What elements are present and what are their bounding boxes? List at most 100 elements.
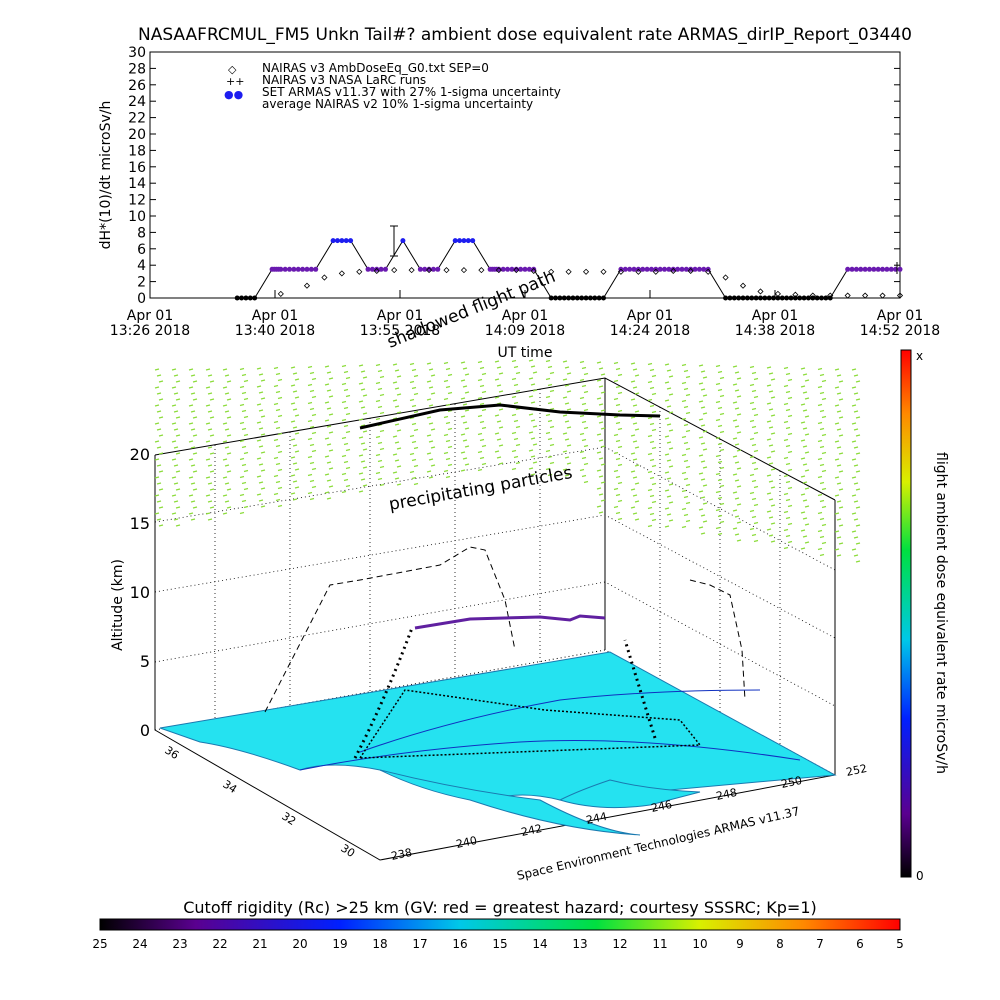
particle-dash <box>324 401 330 404</box>
particle-dash <box>649 458 655 462</box>
armas-point <box>757 295 763 301</box>
particle-dash <box>634 464 640 467</box>
y-tick-label: 6 <box>137 242 146 258</box>
particle-dash <box>632 368 638 371</box>
nairas-point <box>321 274 328 281</box>
armas-point <box>762 295 768 301</box>
particle-dash <box>851 512 857 515</box>
armas-point <box>801 295 807 301</box>
particle-dash <box>617 517 623 521</box>
particle-dash <box>681 417 687 421</box>
particle-dash <box>549 443 555 447</box>
particle-dash <box>632 512 638 515</box>
armas-point <box>234 295 240 301</box>
armas-point <box>792 295 798 301</box>
particle-dash <box>732 455 738 458</box>
particle-dash <box>838 398 844 401</box>
altitude-tick-label: 10 <box>130 583 150 602</box>
particle-dash <box>717 532 723 536</box>
particle-dash <box>243 487 249 491</box>
particle-dash <box>819 445 825 449</box>
particle-dash <box>260 451 266 454</box>
particle-dash <box>243 505 249 509</box>
particle-dash <box>445 403 451 407</box>
particle-dash <box>309 425 315 429</box>
particle-dash <box>413 464 419 468</box>
x-tick-label-line1: Apr 01 <box>502 308 548 324</box>
particle-dash <box>566 462 572 465</box>
particle-dash <box>188 476 194 479</box>
particle-dash <box>802 517 808 520</box>
particle-dash <box>498 426 504 429</box>
particle-dash <box>819 427 825 431</box>
particle-dash <box>258 481 264 484</box>
particle-dash <box>209 470 215 473</box>
particle-dash <box>292 372 298 375</box>
particle-dash <box>634 482 640 485</box>
particle-dash <box>341 436 347 440</box>
particle-dash <box>564 474 570 477</box>
particle-dash <box>734 443 740 446</box>
particle-dash <box>851 386 857 389</box>
particle-dash <box>853 374 859 377</box>
particle-dash <box>547 437 553 441</box>
armas-point <box>871 266 877 272</box>
particle-dash <box>481 390 487 394</box>
particle-dash <box>209 434 215 437</box>
particle-dash <box>715 508 721 512</box>
particle-dash <box>309 461 315 465</box>
particle-dash <box>583 480 589 484</box>
particle-dash <box>341 400 347 404</box>
particle-dash <box>632 440 638 443</box>
y-tick-label: 10 <box>128 209 146 225</box>
particle-dash <box>634 500 640 503</box>
particle-dash <box>190 482 196 485</box>
armas-point <box>382 266 388 272</box>
legend-label-larc: NAIRAS v3 NASA LaRC runs <box>262 73 426 87</box>
particle-dash <box>649 368 655 372</box>
particle-dash <box>273 456 279 460</box>
particle-dash <box>800 385 806 388</box>
particle-dash <box>770 540 776 543</box>
particle-dash <box>717 442 723 446</box>
particle-dash <box>464 373 470 376</box>
armas-point <box>308 266 314 272</box>
particle-dash <box>804 469 810 472</box>
particle-dash <box>239 439 245 443</box>
particle-dash <box>447 463 453 467</box>
rigidity-tick-label: 12 <box>612 937 627 951</box>
rigidity-tick-label: 15 <box>492 937 507 951</box>
particle-dash <box>290 456 296 459</box>
particle-dash <box>343 388 349 392</box>
particle-dash <box>428 422 434 425</box>
particle-dash <box>732 401 738 404</box>
x-tick-label-line2: 13:40 2018 <box>235 323 315 339</box>
particle-dash <box>751 497 757 501</box>
y-tick-label: 28 <box>128 61 146 77</box>
particle-dash <box>698 508 704 511</box>
particle-dash <box>292 444 298 447</box>
particle-dash <box>411 404 417 408</box>
particle-dash <box>462 421 468 424</box>
particle-dash <box>821 469 827 473</box>
particle-dash <box>309 443 315 447</box>
particle-dash <box>698 490 704 493</box>
particle-dash <box>596 361 602 364</box>
particle-dash <box>362 376 368 379</box>
particle-dash <box>394 405 400 408</box>
particle-dash <box>649 440 655 444</box>
longitude-tick-label: 244 <box>585 810 608 827</box>
particle-dash <box>630 380 636 383</box>
particle-dash <box>256 475 262 478</box>
rigidity-tick-label: 17 <box>412 937 427 951</box>
particle-dash <box>647 416 653 420</box>
particle-dash <box>256 385 262 388</box>
particle-dash <box>158 488 164 491</box>
particle-dash <box>464 427 470 430</box>
particle-dash <box>324 383 330 386</box>
particle-dash <box>751 461 757 465</box>
armas-point <box>640 266 646 272</box>
particle-dash <box>460 397 466 400</box>
x-tick-label-line1: Apr 01 <box>377 308 423 324</box>
particle-dash <box>443 361 449 365</box>
